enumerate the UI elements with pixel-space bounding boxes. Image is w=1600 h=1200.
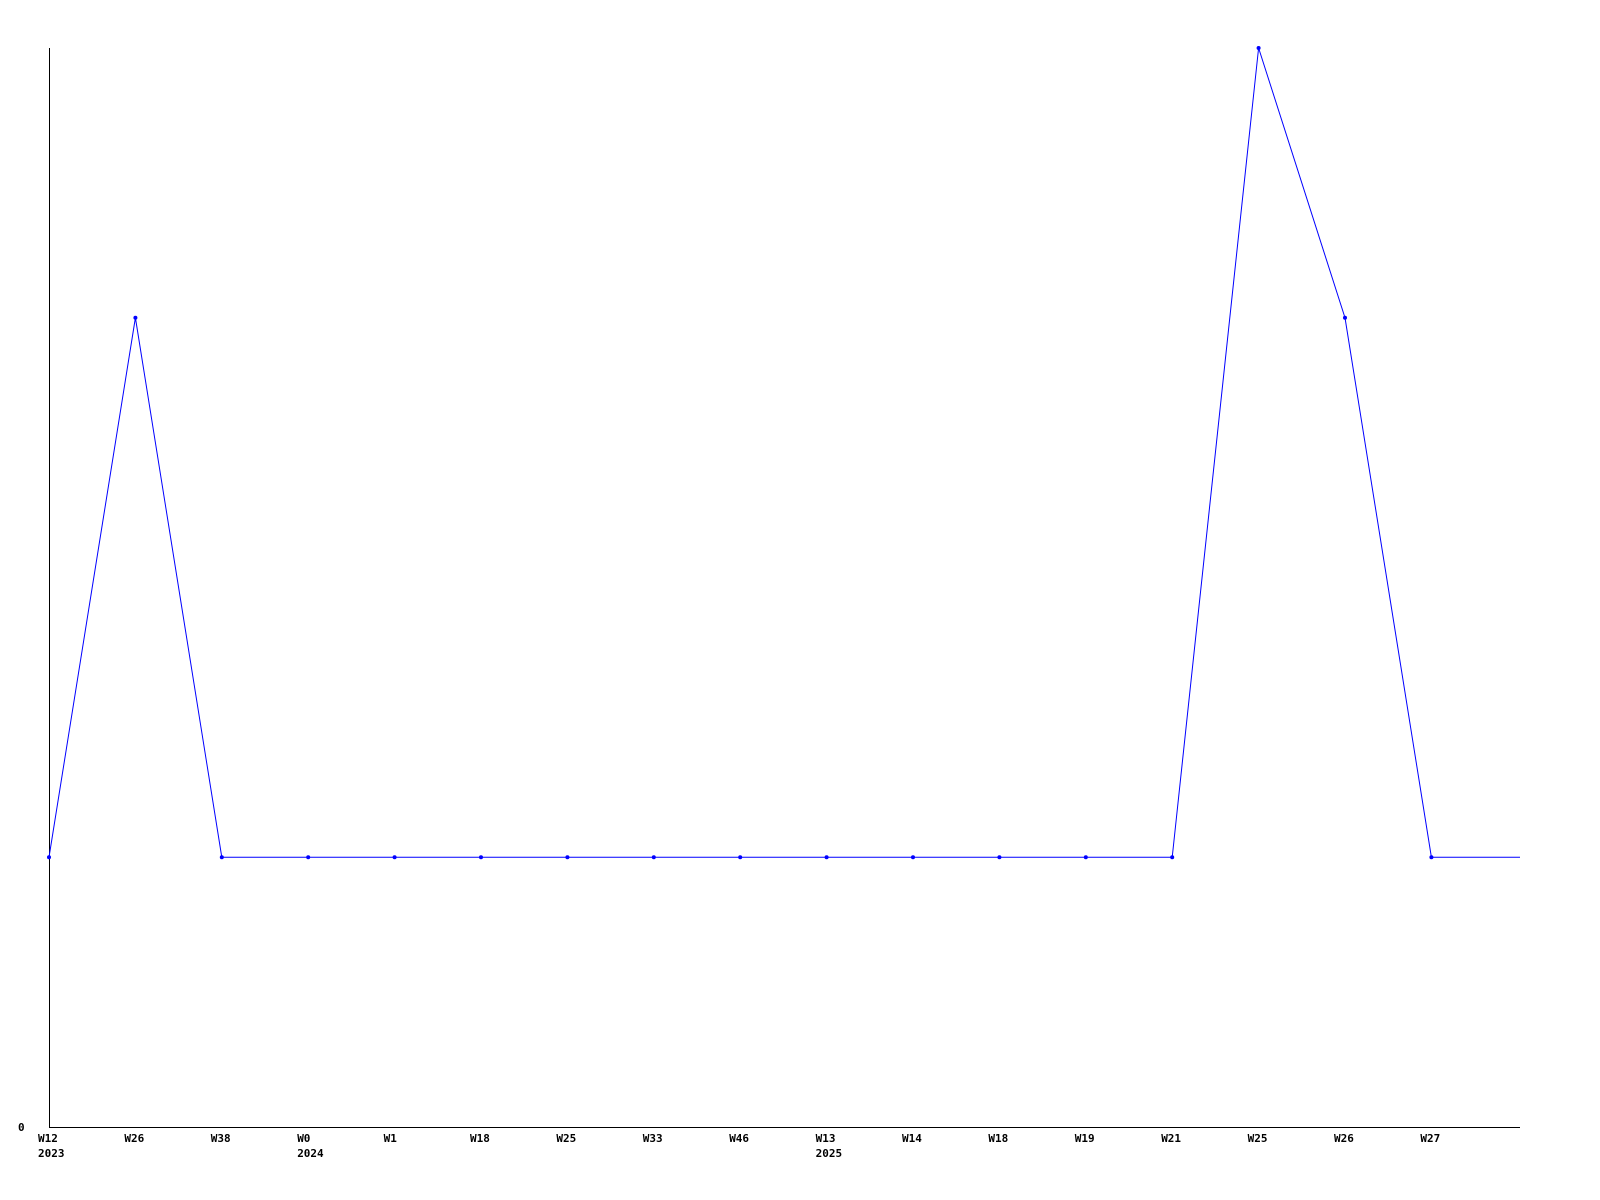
data-point (911, 855, 915, 860)
x-tick-label: W0 (297, 1132, 310, 1145)
x-tick-label: W25 (556, 1132, 576, 1145)
data-point (738, 855, 743, 860)
x-tick-label: W13 (816, 1132, 836, 1145)
y-tick-label: 0 (18, 1121, 25, 1134)
data-point (824, 855, 829, 860)
series-line (48, 47, 1520, 858)
data-point (479, 855, 483, 860)
x-tick-label: W26 (124, 1132, 144, 1145)
x-tick-label: W14 (902, 1132, 922, 1145)
x-tick-label: W38 (211, 1132, 231, 1145)
x-tick-label: W25 (1248, 1132, 1268, 1145)
data-point (1343, 315, 1347, 320)
x-tick-label: W12 (38, 1132, 58, 1145)
x-tick-label: W18 (988, 1132, 1008, 1145)
data-point (47, 855, 51, 860)
data-point (1170, 855, 1175, 860)
data-point (565, 855, 570, 860)
data-point (1429, 855, 1434, 860)
x-tick-label: W18 (470, 1132, 490, 1145)
x-tick-label: W27 (1420, 1132, 1440, 1145)
data-point (997, 855, 1002, 860)
x-tick-label: W33 (643, 1132, 663, 1145)
x-tick-label: W19 (1075, 1132, 1095, 1145)
year-label: 2024 (297, 1147, 324, 1160)
year-label: 2023 (38, 1147, 65, 1160)
data-point (651, 855, 656, 860)
data-point (1256, 46, 1261, 50)
x-tick-label: W26 (1334, 1132, 1354, 1145)
x-tick-label: W21 (1161, 1132, 1181, 1145)
data-point (306, 855, 311, 860)
data-point (133, 315, 138, 320)
x-tick-label: W46 (729, 1132, 749, 1145)
data-point (392, 855, 397, 860)
data-point (1083, 855, 1088, 860)
x-tick-label: W1 (384, 1132, 398, 1145)
data-point (219, 855, 224, 860)
year-label: 2025 (816, 1147, 843, 1160)
